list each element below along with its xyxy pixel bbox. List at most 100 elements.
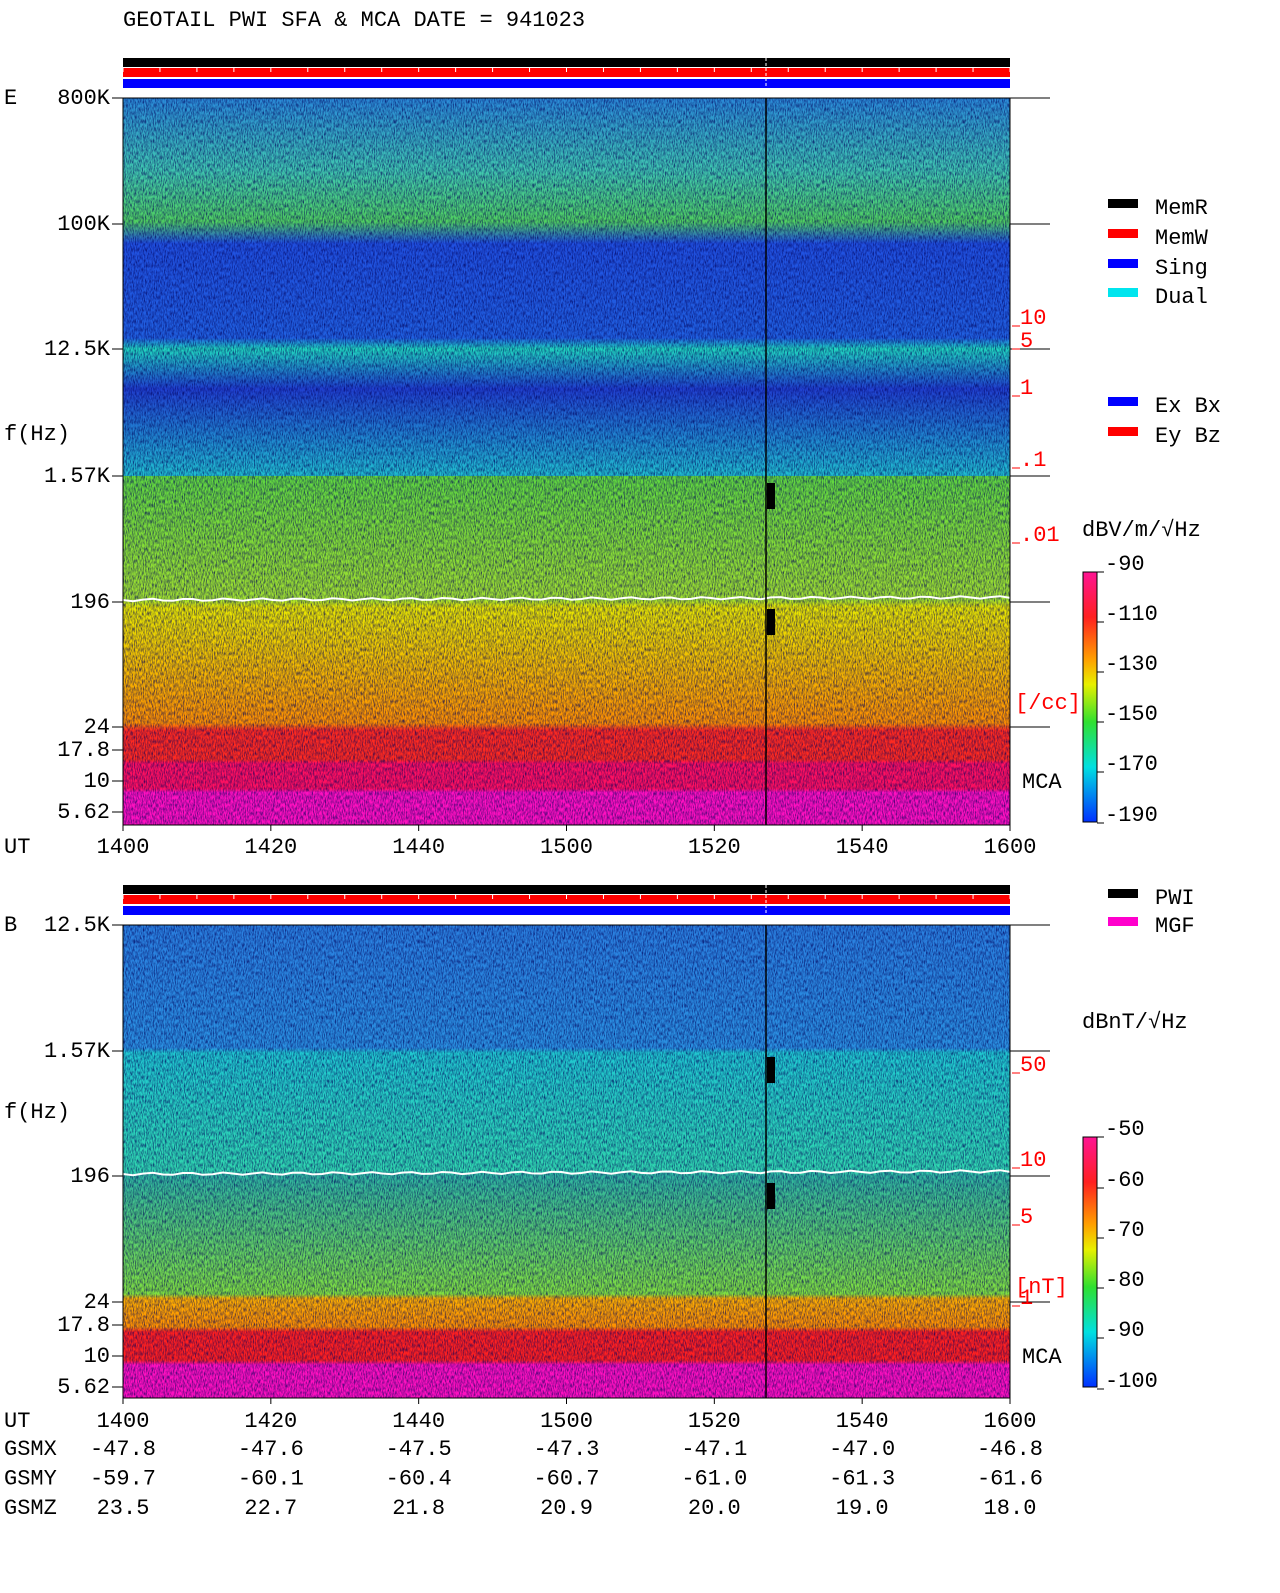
event-block <box>767 1183 775 1209</box>
legend-swatch <box>1108 288 1138 297</box>
orbit-name: GSMY <box>4 1466 57 1491</box>
legend-label: Sing <box>1155 256 1208 281</box>
y-tick-label: 24 <box>84 1290 110 1315</box>
density-unit: [nT] <box>1015 1275 1068 1300</box>
y-tick-label: 12.5K <box>44 337 111 362</box>
event-block <box>767 1057 775 1083</box>
legend-swatch <box>1108 917 1138 926</box>
spectrogram-texture <box>123 98 1010 825</box>
orbit-value: 19.0 <box>836 1496 889 1521</box>
x-tick-label: 1400 <box>97 1409 150 1434</box>
y-tick-label: 10 <box>84 1344 110 1369</box>
orbit-value: -46.8 <box>977 1437 1043 1462</box>
legend-label: Ey Bz <box>1155 424 1221 449</box>
y-tick-label: 12.5K <box>44 913 111 938</box>
legend-label: PWI <box>1155 886 1195 911</box>
orbit-name: GSMZ <box>4 1496 57 1521</box>
y-tick-label: 196 <box>70 590 110 615</box>
y-tick-label: 24 <box>84 715 110 740</box>
x-tick-label: 1600 <box>984 835 1037 860</box>
orbit-value: -47.3 <box>533 1437 599 1462</box>
x-tick-label: 1520 <box>688 835 741 860</box>
legend-label: MemW <box>1155 226 1209 251</box>
density-label: .1 <box>1020 448 1046 473</box>
x-tick-label: 1540 <box>836 1409 889 1434</box>
orbit-value: -59.7 <box>90 1466 156 1491</box>
legend-swatch <box>1108 259 1138 268</box>
legend-label: MGF <box>1155 914 1195 939</box>
colorbar-tick-label: -50 <box>1105 1117 1145 1142</box>
colorbar-unit: dBV/m/√Hz <box>1082 518 1201 543</box>
x-tick-label: 1420 <box>244 1409 297 1434</box>
orbit-value: -47.0 <box>829 1437 895 1462</box>
density-unit: [/cc] <box>1015 691 1081 716</box>
y-tick-label: 5.62 <box>57 1375 110 1400</box>
y-tick-label: 5.62 <box>57 800 110 825</box>
event-block <box>767 609 775 635</box>
legend-swatch <box>1108 229 1138 238</box>
panel-label: B <box>4 913 17 938</box>
orbit-value: -61.3 <box>829 1466 895 1491</box>
band-label: MCA <box>1022 1345 1062 1370</box>
status-bar <box>123 895 1010 904</box>
title: GEOTAIL PWI SFA & MCA DATE = 941023 <box>123 8 585 33</box>
orbit-name: GSMX <box>4 1437 57 1462</box>
legend-swatch <box>1108 427 1138 436</box>
orbit-value: 20.9 <box>540 1496 593 1521</box>
density-label: 10 <box>1020 1148 1046 1173</box>
x-axis-label: UT <box>4 835 30 860</box>
colorbar-tick-label: -70 <box>1105 1218 1145 1243</box>
y-tick-label: 1.57K <box>44 1039 111 1064</box>
event-block <box>767 483 775 509</box>
status-bar <box>123 79 1010 88</box>
x-tick-label: 1440 <box>392 1409 445 1434</box>
colorbar <box>1082 571 1098 823</box>
density-label: .01 <box>1020 523 1060 548</box>
y-tick-label: 800K <box>57 86 111 111</box>
y-tick-label: 100K <box>57 212 111 237</box>
orbit-value: -60.7 <box>533 1466 599 1491</box>
colorbar-tick-label: -150 <box>1105 702 1158 727</box>
x-axis-label: UT <box>4 1409 30 1434</box>
legend-label: MemR <box>1155 196 1208 221</box>
x-tick-label: 1500 <box>540 1409 593 1434</box>
orbit-value: 22.7 <box>244 1496 297 1521</box>
orbit-value: -61.0 <box>681 1466 747 1491</box>
band-label: MCA <box>1022 770 1062 795</box>
x-tick-label: 1500 <box>540 835 593 860</box>
colorbar-tick-label: -90 <box>1105 552 1145 577</box>
y-tick-label: 196 <box>70 1164 110 1189</box>
orbit-value: -60.1 <box>238 1466 304 1491</box>
colorbar-tick-label: -190 <box>1105 803 1158 828</box>
colorbar-tick-label: -110 <box>1105 602 1158 627</box>
density-label: 50 <box>1020 1053 1046 1078</box>
colorbar-tick-label: -60 <box>1105 1168 1145 1193</box>
density-label: 5 <box>1020 329 1033 354</box>
x-tick-label: 1420 <box>244 835 297 860</box>
colorbar-tick-label: -130 <box>1105 652 1158 677</box>
density-label: 1 <box>1020 1286 1033 1311</box>
orbit-value: 21.8 <box>392 1496 445 1521</box>
y-axis-label: f(Hz) <box>4 422 70 447</box>
colorbar-tick-label: -90 <box>1105 1318 1145 1343</box>
legend-label: Ex Bx <box>1155 394 1221 419</box>
colorbar-unit: dBnT/√Hz <box>1082 1010 1188 1035</box>
x-tick-label: 1520 <box>688 1409 741 1434</box>
colorbar-tick-label: -170 <box>1105 752 1158 777</box>
density-label: 10 <box>1020 306 1046 331</box>
y-tick-label: 10 <box>84 769 110 794</box>
status-bar <box>123 68 1010 77</box>
orbit-value: 20.0 <box>688 1496 741 1521</box>
status-bar <box>123 58 1010 67</box>
y-tick-label: 1.57K <box>44 464 111 489</box>
x-tick-label: 1400 <box>97 835 150 860</box>
density-label: 5 <box>1020 1205 1033 1230</box>
orbit-value: -47.6 <box>238 1437 304 1462</box>
density-label: 1 <box>1020 376 1033 401</box>
status-bar <box>123 906 1010 915</box>
orbit-value: -47.5 <box>386 1437 452 1462</box>
y-axis-label: f(Hz) <box>4 1100 70 1125</box>
panel-label: E <box>4 86 17 111</box>
x-tick-label: 1440 <box>392 835 445 860</box>
orbit-value: -61.6 <box>977 1466 1043 1491</box>
